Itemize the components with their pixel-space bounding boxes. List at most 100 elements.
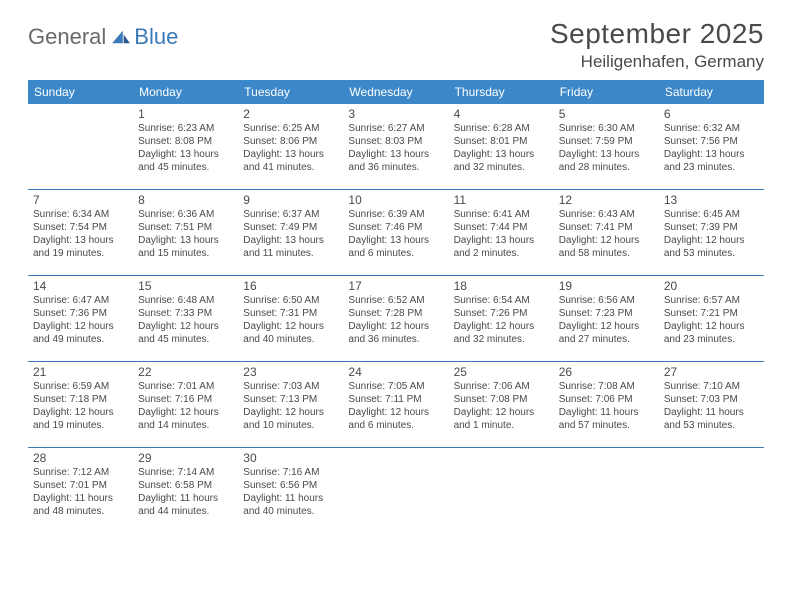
sunrise-line: Sunrise: 6:47 AM xyxy=(33,295,128,308)
daylight-line: Daylight: 12 hours and 58 minutes. xyxy=(559,235,654,261)
daylight-line: Daylight: 11 hours and 48 minutes. xyxy=(33,493,128,519)
calendar-cell: 23Sunrise: 7:03 AMSunset: 7:13 PMDayligh… xyxy=(238,362,343,448)
sunrise-line: Sunrise: 7:01 AM xyxy=(138,381,233,394)
sunrise-line: Sunrise: 6:59 AM xyxy=(33,381,128,394)
sunrise-line: Sunrise: 6:54 AM xyxy=(454,295,549,308)
day-number: 27 xyxy=(664,365,759,380)
calendar-cell: 13Sunrise: 6:45 AMSunset: 7:39 PMDayligh… xyxy=(659,190,764,276)
sunset-line: Sunset: 7:23 PM xyxy=(559,308,654,321)
sunrise-line: Sunrise: 7:03 AM xyxy=(243,381,338,394)
day-number: 16 xyxy=(243,279,338,294)
sunset-line: Sunset: 8:03 PM xyxy=(348,136,443,149)
day-number: 14 xyxy=(33,279,128,294)
weekday-header: Tuesday xyxy=(238,80,343,104)
daylight-line: Daylight: 12 hours and 49 minutes. xyxy=(33,321,128,347)
calendar-cell: 24Sunrise: 7:05 AMSunset: 7:11 PMDayligh… xyxy=(343,362,448,448)
calendar-cell: 20Sunrise: 6:57 AMSunset: 7:21 PMDayligh… xyxy=(659,276,764,362)
sunset-line: Sunset: 7:54 PM xyxy=(33,222,128,235)
sunset-line: Sunset: 7:33 PM xyxy=(138,308,233,321)
day-number: 17 xyxy=(348,279,443,294)
daylight-line: Daylight: 12 hours and 40 minutes. xyxy=(243,321,338,347)
daylight-line: Daylight: 12 hours and 53 minutes. xyxy=(664,235,759,261)
sunset-line: Sunset: 7:41 PM xyxy=(559,222,654,235)
sunset-line: Sunset: 7:26 PM xyxy=(454,308,549,321)
daylight-line: Daylight: 12 hours and 45 minutes. xyxy=(138,321,233,347)
day-number: 23 xyxy=(243,365,338,380)
sunrise-line: Sunrise: 6:41 AM xyxy=(454,209,549,222)
sunset-line: Sunset: 7:06 PM xyxy=(559,394,654,407)
sunset-line: Sunset: 7:51 PM xyxy=(138,222,233,235)
daylight-line: Daylight: 12 hours and 32 minutes. xyxy=(454,321,549,347)
day-number: 28 xyxy=(33,451,128,466)
sunrise-line: Sunrise: 6:48 AM xyxy=(138,295,233,308)
weekday-header: Thursday xyxy=(449,80,554,104)
sunset-line: Sunset: 7:44 PM xyxy=(454,222,549,235)
sunrise-line: Sunrise: 7:14 AM xyxy=(138,467,233,480)
sunset-line: Sunset: 8:08 PM xyxy=(138,136,233,149)
sunrise-line: Sunrise: 6:45 AM xyxy=(664,209,759,222)
day-number: 21 xyxy=(33,365,128,380)
sunrise-line: Sunrise: 6:34 AM xyxy=(33,209,128,222)
calendar-cell: 1Sunrise: 6:23 AMSunset: 8:08 PMDaylight… xyxy=(133,104,238,190)
sunset-line: Sunset: 7:59 PM xyxy=(559,136,654,149)
weekday-header: Monday xyxy=(133,80,238,104)
sunset-line: Sunset: 6:56 PM xyxy=(243,480,338,493)
day-number: 10 xyxy=(348,193,443,208)
calendar-cell xyxy=(449,448,554,534)
calendar-cell: 8Sunrise: 6:36 AMSunset: 7:51 PMDaylight… xyxy=(133,190,238,276)
logo-text-blue: Blue xyxy=(134,24,178,50)
calendar-cell: 7Sunrise: 6:34 AMSunset: 7:54 PMDaylight… xyxy=(28,190,133,276)
sunset-line: Sunset: 7:13 PM xyxy=(243,394,338,407)
daylight-line: Daylight: 13 hours and 19 minutes. xyxy=(33,235,128,261)
day-number: 25 xyxy=(454,365,549,380)
month-title: September 2025 xyxy=(550,18,764,50)
daylight-line: Daylight: 13 hours and 6 minutes. xyxy=(348,235,443,261)
daylight-line: Daylight: 13 hours and 45 minutes. xyxy=(138,149,233,175)
daylight-line: Daylight: 11 hours and 40 minutes. xyxy=(243,493,338,519)
sunrise-line: Sunrise: 7:16 AM xyxy=(243,467,338,480)
day-number: 2 xyxy=(243,107,338,122)
sunrise-line: Sunrise: 6:28 AM xyxy=(454,123,549,136)
calendar-cell: 3Sunrise: 6:27 AMSunset: 8:03 PMDaylight… xyxy=(343,104,448,190)
calendar-cell: 21Sunrise: 6:59 AMSunset: 7:18 PMDayligh… xyxy=(28,362,133,448)
sunrise-line: Sunrise: 6:23 AM xyxy=(138,123,233,136)
day-number: 30 xyxy=(243,451,338,466)
day-number: 19 xyxy=(559,279,654,294)
day-number: 3 xyxy=(348,107,443,122)
sunrise-line: Sunrise: 6:39 AM xyxy=(348,209,443,222)
sunset-line: Sunset: 7:39 PM xyxy=(664,222,759,235)
day-number: 8 xyxy=(138,193,233,208)
sunrise-line: Sunrise: 6:52 AM xyxy=(348,295,443,308)
day-number: 9 xyxy=(243,193,338,208)
daylight-line: Daylight: 12 hours and 23 minutes. xyxy=(664,321,759,347)
day-number: 1 xyxy=(138,107,233,122)
calendar-cell: 15Sunrise: 6:48 AMSunset: 7:33 PMDayligh… xyxy=(133,276,238,362)
day-number: 5 xyxy=(559,107,654,122)
logo: General Blue xyxy=(28,18,178,50)
day-number: 7 xyxy=(33,193,128,208)
sunrise-line: Sunrise: 6:43 AM xyxy=(559,209,654,222)
sunrise-line: Sunrise: 7:05 AM xyxy=(348,381,443,394)
day-number: 29 xyxy=(138,451,233,466)
sunset-line: Sunset: 8:06 PM xyxy=(243,136,338,149)
calendar-cell: 18Sunrise: 6:54 AMSunset: 7:26 PMDayligh… xyxy=(449,276,554,362)
calendar-cell: 28Sunrise: 7:12 AMSunset: 7:01 PMDayligh… xyxy=(28,448,133,534)
calendar-cell xyxy=(554,448,659,534)
calendar-cell: 9Sunrise: 6:37 AMSunset: 7:49 PMDaylight… xyxy=(238,190,343,276)
sunrise-line: Sunrise: 7:12 AM xyxy=(33,467,128,480)
daylight-line: Daylight: 11 hours and 44 minutes. xyxy=(138,493,233,519)
calendar-cell: 2Sunrise: 6:25 AMSunset: 8:06 PMDaylight… xyxy=(238,104,343,190)
calendar-cell: 27Sunrise: 7:10 AMSunset: 7:03 PMDayligh… xyxy=(659,362,764,448)
sunrise-line: Sunrise: 6:56 AM xyxy=(559,295,654,308)
day-number: 15 xyxy=(138,279,233,294)
calendar-cell: 10Sunrise: 6:39 AMSunset: 7:46 PMDayligh… xyxy=(343,190,448,276)
calendar-cell: 6Sunrise: 6:32 AMSunset: 7:56 PMDaylight… xyxy=(659,104,764,190)
sunrise-line: Sunrise: 7:06 AM xyxy=(454,381,549,394)
title-block: September 2025 Heiligenhafen, Germany xyxy=(550,18,764,72)
day-number: 4 xyxy=(454,107,549,122)
weekday-header: Saturday xyxy=(659,80,764,104)
daylight-line: Daylight: 12 hours and 6 minutes. xyxy=(348,407,443,433)
sunrise-line: Sunrise: 7:08 AM xyxy=(559,381,654,394)
calendar-cell: 29Sunrise: 7:14 AMSunset: 6:58 PMDayligh… xyxy=(133,448,238,534)
day-number: 6 xyxy=(664,107,759,122)
